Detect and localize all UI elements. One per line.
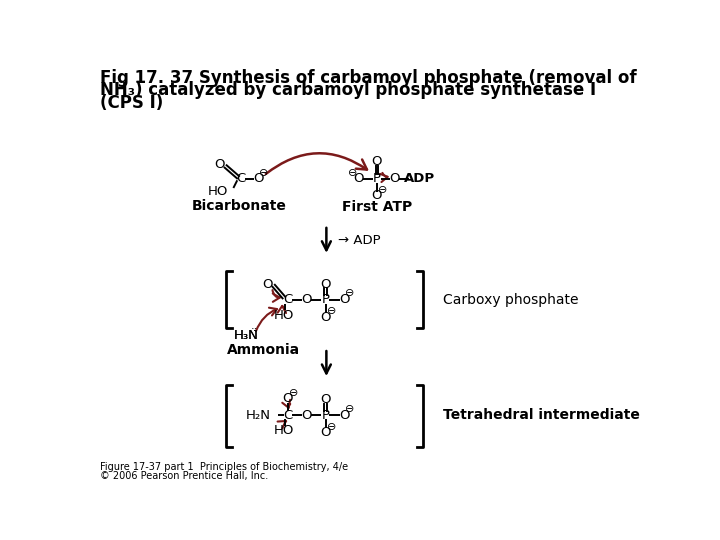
Text: Bicarbonate: Bicarbonate bbox=[192, 199, 287, 213]
Text: O: O bbox=[320, 278, 331, 291]
Text: Ammonia: Ammonia bbox=[228, 343, 300, 357]
Text: Tetrahedral intermediate: Tetrahedral intermediate bbox=[443, 408, 639, 422]
Text: → ADP: → ADP bbox=[338, 234, 381, 247]
Text: NH₃) catalyzed by carbamoyl phosphate synthetase I: NH₃) catalyzed by carbamoyl phosphate sy… bbox=[100, 81, 596, 99]
FancyArrowPatch shape bbox=[278, 306, 286, 313]
Text: H₂N: H₂N bbox=[246, 409, 271, 422]
Text: HO: HO bbox=[274, 308, 294, 321]
Text: ··: ·· bbox=[251, 324, 258, 334]
Text: O: O bbox=[262, 278, 273, 291]
Text: P: P bbox=[322, 409, 330, 422]
Text: O: O bbox=[372, 189, 382, 202]
Text: ⊖: ⊖ bbox=[259, 167, 269, 178]
Text: O: O bbox=[372, 156, 382, 168]
Text: O: O bbox=[320, 393, 331, 406]
Text: ADP: ADP bbox=[404, 172, 435, 185]
Text: Carboxy phosphate: Carboxy phosphate bbox=[443, 293, 578, 307]
Text: O: O bbox=[339, 293, 349, 306]
Text: ⊖: ⊖ bbox=[327, 306, 336, 316]
FancyArrowPatch shape bbox=[266, 153, 367, 174]
Text: C: C bbox=[283, 293, 292, 306]
Text: Fig 17. 37 Synthesis of carbamoyl phosphate (removal of: Fig 17. 37 Synthesis of carbamoyl phosph… bbox=[100, 70, 636, 87]
Text: ⊖: ⊖ bbox=[345, 404, 354, 414]
Text: O: O bbox=[301, 409, 312, 422]
Text: O: O bbox=[320, 311, 331, 324]
Text: P: P bbox=[373, 172, 381, 185]
Text: H₃Ṅ̇: H₃Ṅ̇ bbox=[233, 329, 258, 342]
FancyArrowPatch shape bbox=[256, 308, 277, 331]
Text: ⊖: ⊖ bbox=[348, 167, 357, 178]
FancyArrowPatch shape bbox=[278, 421, 286, 428]
Text: H₃N: H₃N bbox=[233, 329, 258, 342]
Text: O: O bbox=[320, 427, 331, 440]
Text: Figure 17-37 part 1  Principles of Biochemistry, 4/e: Figure 17-37 part 1 Principles of Bioche… bbox=[100, 462, 348, 472]
Text: O: O bbox=[353, 172, 364, 185]
Text: HO: HO bbox=[274, 424, 294, 437]
Text: © 2006 Pearson Prentice Hall, Inc.: © 2006 Pearson Prentice Hall, Inc. bbox=[100, 470, 269, 481]
Text: C: C bbox=[236, 172, 246, 185]
Text: O: O bbox=[301, 293, 312, 306]
Text: ⊖: ⊖ bbox=[327, 422, 336, 431]
Text: O: O bbox=[390, 172, 400, 185]
Text: First ATP: First ATP bbox=[341, 200, 412, 214]
FancyArrowPatch shape bbox=[272, 290, 280, 302]
FancyArrowPatch shape bbox=[282, 400, 290, 408]
Text: O: O bbox=[282, 392, 293, 404]
Text: O: O bbox=[214, 158, 225, 171]
Text: O: O bbox=[253, 172, 264, 185]
Text: (CPS I): (CPS I) bbox=[100, 94, 163, 112]
FancyArrowPatch shape bbox=[380, 173, 387, 182]
Text: C: C bbox=[283, 409, 292, 422]
Text: ⊖: ⊖ bbox=[345, 288, 354, 299]
Text: HO: HO bbox=[207, 185, 228, 198]
Text: O: O bbox=[339, 409, 349, 422]
Text: ⊖: ⊖ bbox=[289, 388, 299, 398]
Text: P: P bbox=[322, 293, 330, 306]
Text: ⊖: ⊖ bbox=[378, 185, 387, 194]
